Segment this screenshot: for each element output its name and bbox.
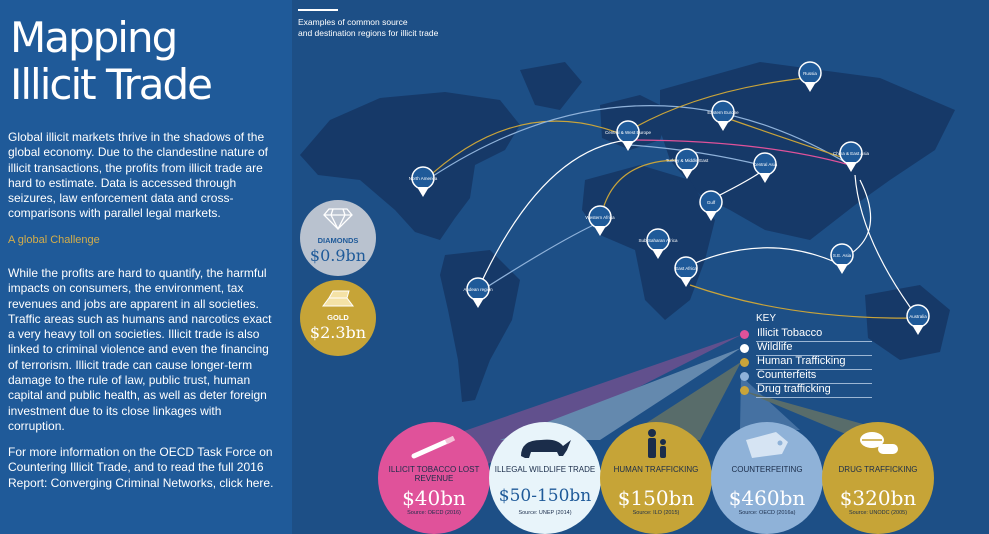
- region-label: Central Asia: [753, 162, 778, 167]
- intro-text: Global illicit markets thrive in the sha…: [8, 130, 268, 221]
- legend-swatch: [740, 344, 749, 353]
- more-info-link[interactable]: For more information on the OECD Task Fo…: [8, 445, 274, 490]
- pin-east-africa: East Africa: [674, 256, 698, 287]
- subheading: A global Challenge: [8, 234, 100, 246]
- diamond-icon: [323, 208, 353, 230]
- map-caption-line-1: Examples of common source: [298, 17, 408, 27]
- map-caption: Examples of common source and destination…: [298, 17, 498, 39]
- legend-swatch: [740, 386, 749, 395]
- body-text: While the profits are hard to quantify, …: [8, 266, 272, 433]
- people-icon: [648, 429, 666, 458]
- pin-eastern-europe: Eastern Europe: [707, 100, 739, 131]
- stat-title: HUMAN TRAFFICKING: [613, 465, 699, 474]
- region-pins: Russia Eastern Europe Central & West Eur…: [409, 61, 930, 335]
- stat-value: $460bn: [728, 486, 806, 510]
- legend-title: KEY: [756, 313, 777, 324]
- stat-source: Source: OECD (2016): [407, 510, 461, 516]
- stat-source: Source: UNODC (2005): [848, 510, 908, 516]
- asia-shape: [660, 62, 955, 240]
- pin-central-asia: Central Asia: [753, 152, 778, 183]
- gold-bars-icon: [322, 290, 354, 307]
- stat-title: DRUG TRAFFICKING: [838, 465, 918, 474]
- legend-item-drug-trafficking: Drug trafficking: [738, 383, 872, 398]
- region-label: Andean region: [463, 287, 493, 292]
- stat-source: Source: OECD (2016a): [738, 510, 796, 516]
- region-label: Turkey & Middle East: [666, 158, 709, 163]
- region-label: Eastern Europe: [707, 110, 739, 115]
- stat-source: Source: UNEP (2014): [518, 510, 572, 516]
- stat-title: ILLEGAL WILDLIFE TRADE: [494, 465, 596, 474]
- price-tag-icon: [746, 432, 788, 458]
- greenland-shape: [520, 62, 582, 110]
- stat-value: $320bn: [839, 486, 917, 510]
- counterfeiting-stat-circle: COUNTERFEITING $460bn Source: OECD (2016…: [711, 422, 823, 534]
- key-beams: [395, 335, 920, 468]
- region-label: Gulf: [707, 200, 716, 205]
- pin-se-asia: S.E. Asia: [830, 243, 854, 274]
- rhino-icon: [521, 439, 571, 458]
- drug-trafficking-stat-circle: DRUG TRAFFICKING $320bn Source: UNODC (2…: [822, 422, 934, 534]
- region-label: Sub-Saharan Africa: [638, 238, 678, 243]
- pin-australia: Australia: [906, 304, 930, 335]
- pin-andean-region: Andean region: [463, 277, 493, 308]
- north-america-shape: [300, 92, 520, 240]
- region-label: Western Africa: [585, 215, 615, 220]
- region-label: East Africa: [675, 266, 697, 271]
- region-label: S.E. Asia: [833, 253, 852, 258]
- south-america-shape: [440, 250, 520, 402]
- legend-swatch: [740, 358, 749, 367]
- pin-north-america: North America: [409, 166, 438, 197]
- gold-circle: GOLD $2.3bn: [300, 280, 376, 356]
- legend-label: Illicit Tobacco: [757, 327, 823, 339]
- stat-title: ILLICIT TOBACCO LOST REVENUE: [388, 465, 480, 483]
- gold-label: GOLD: [327, 313, 349, 322]
- pin-gulf: Gulf: [699, 190, 723, 221]
- stat-value: $50-150bn: [498, 486, 592, 506]
- caption-rule: [298, 9, 338, 11]
- region-label: Australia: [909, 314, 927, 319]
- title-line-1: Mapping: [10, 13, 178, 62]
- legend-swatch: [740, 330, 749, 339]
- cigarette-icon: [411, 436, 456, 459]
- diamonds-circle: DIAMONDS $0.9bn: [300, 200, 376, 276]
- title-line-2: Illicit Trade: [10, 60, 213, 109]
- legend-item-human-trafficking: Human Trafficking: [738, 355, 872, 370]
- stat-value: $40bn: [402, 486, 466, 510]
- stat-title: COUNTERFEITING: [731, 465, 803, 474]
- legend-swatch: [740, 372, 749, 381]
- pin-russia: Russia: [798, 61, 822, 92]
- tobacco-stat-circle: ILLICIT TOBACCO LOST REVENUE $40bn Sourc…: [378, 422, 490, 534]
- legend-label: Drug trafficking: [757, 383, 831, 395]
- info-panel: Mapping Illicit Trade Global illicit mark…: [0, 0, 292, 534]
- map-caption-line-2: and destination regions for illicit trad…: [298, 28, 439, 38]
- legend-item-wildlife: Wildlife: [738, 341, 872, 356]
- human-trafficking-stat-circle: HUMAN TRAFFICKING $150bn Source: ILO (20…: [600, 422, 712, 534]
- legend-label: Human Trafficking: [757, 355, 846, 367]
- gold-value: $2.3bn: [309, 323, 367, 342]
- wildlife-stat-circle: ILLEGAL WILDLIFE TRADE $50-150bn Source:…: [489, 422, 601, 534]
- legend-label: Wildlife: [757, 341, 793, 353]
- pin-china-east-asia: China & East Asia: [833, 141, 870, 172]
- australia-shape: [865, 285, 950, 360]
- stat-source: Source: ILO (2015): [632, 510, 680, 516]
- diamonds-label: DIAMONDS: [317, 236, 359, 245]
- legend-label: Counterfeits: [757, 369, 817, 381]
- pills-icon: [860, 432, 898, 454]
- pin-turkey-middle-east: Turkey & Middle East: [666, 148, 709, 179]
- region-label: Russia: [803, 71, 817, 76]
- pin-western-africa: Western Africa: [585, 205, 615, 236]
- pin-central-west-europe: Central & West Europe: [605, 120, 651, 151]
- diamonds-value: $0.9bn: [309, 246, 367, 265]
- stat-value: $150bn: [617, 486, 695, 510]
- region-label: China & East Asia: [833, 151, 870, 156]
- legend-item-counterfeits: Counterfeits: [738, 369, 872, 384]
- page-title: Mapping Illicit Trade: [10, 13, 213, 109]
- region-label: Central & West Europe: [605, 130, 651, 135]
- legend-item-tobacco: Illicit Tobacco: [738, 327, 872, 342]
- region-label: North America: [409, 176, 438, 181]
- pin-sub-saharan-africa: Sub-Saharan Africa: [638, 228, 678, 259]
